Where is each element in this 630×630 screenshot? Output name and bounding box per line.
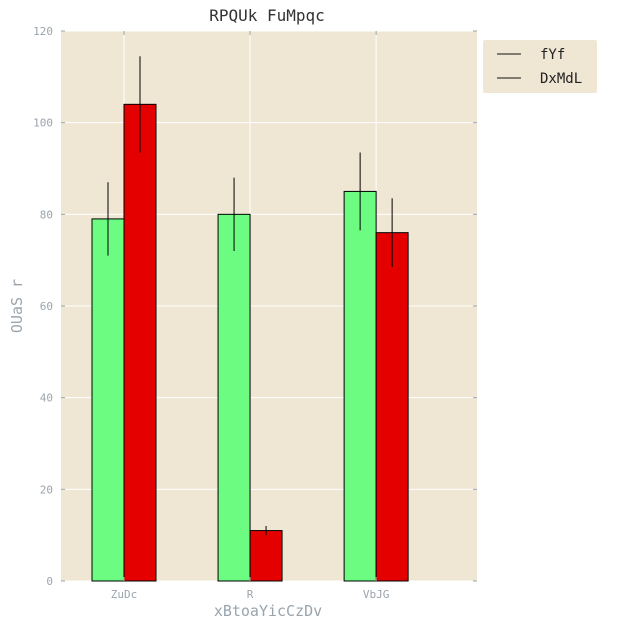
x-axis-ticks: ZuDc R VbJG (111, 31, 390, 601)
legend: fYf DxMdL (483, 40, 597, 93)
bar (343, 190, 377, 582)
x-tick-label: VbJG (363, 588, 390, 601)
y-tick-label: 40 (40, 392, 53, 405)
y-axis-ticks: 0 20 40 60 80 100 120 (33, 25, 477, 588)
x-axis-label: xBtoaYicCzDv (214, 602, 322, 620)
y-tick-label: 20 (40, 483, 53, 496)
legend-box (483, 40, 597, 93)
y-tick-label: 100 (33, 117, 53, 130)
bar (375, 232, 409, 582)
x-tick-label: ZuDc (111, 588, 138, 601)
x-tick-label: R (247, 588, 254, 601)
y-axis-label: OUaS r (8, 279, 26, 333)
chart-title: RPQUk FuMpqc (209, 6, 325, 25)
bar (91, 218, 125, 582)
y-tick-label: 80 (40, 208, 53, 221)
bar (217, 213, 251, 582)
y-tick-label: 0 (46, 575, 53, 588)
y-tick-label: 60 (40, 300, 53, 313)
y-tick-label: 120 (33, 25, 53, 38)
legend-label-dxmdl: DxMdL (540, 71, 582, 87)
bar (249, 530, 283, 582)
bar (123, 103, 157, 582)
error-bars-group (107, 56, 393, 536)
bars-group (91, 103, 409, 582)
legend-label-fyf: fYf (540, 47, 565, 63)
